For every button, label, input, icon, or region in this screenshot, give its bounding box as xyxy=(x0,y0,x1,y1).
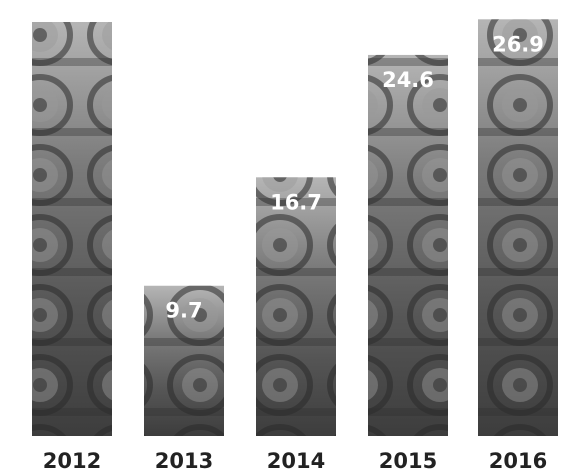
value-label-2013: 9.7 xyxy=(165,299,202,323)
x-tick-label-2015: 2015 xyxy=(379,449,437,473)
value-label-2015: 24.6 xyxy=(382,68,434,92)
x-tick-label-2012: 2012 xyxy=(43,449,101,473)
x-tick-label-2016: 2016 xyxy=(489,449,547,473)
x-tick-label-2013: 2013 xyxy=(155,449,213,473)
value-label-2014: 16.7 xyxy=(270,190,322,214)
bar-texture-2015 xyxy=(368,54,448,436)
bars-group xyxy=(32,19,558,436)
value-label-2016: 26.9 xyxy=(492,32,544,56)
x-tick-label-2014: 2014 xyxy=(267,449,325,473)
value-labels-group: 9.7 16.7 24.6 26.9 xyxy=(165,32,544,322)
bar-texture-2014 xyxy=(256,177,336,436)
bar-texture-2016 xyxy=(478,19,558,436)
bar-texture-2013 xyxy=(144,285,224,436)
bar-texture-2012 xyxy=(32,22,112,436)
x-tick-labels-group: 2012 2013 2014 2015 2016 xyxy=(43,449,547,473)
